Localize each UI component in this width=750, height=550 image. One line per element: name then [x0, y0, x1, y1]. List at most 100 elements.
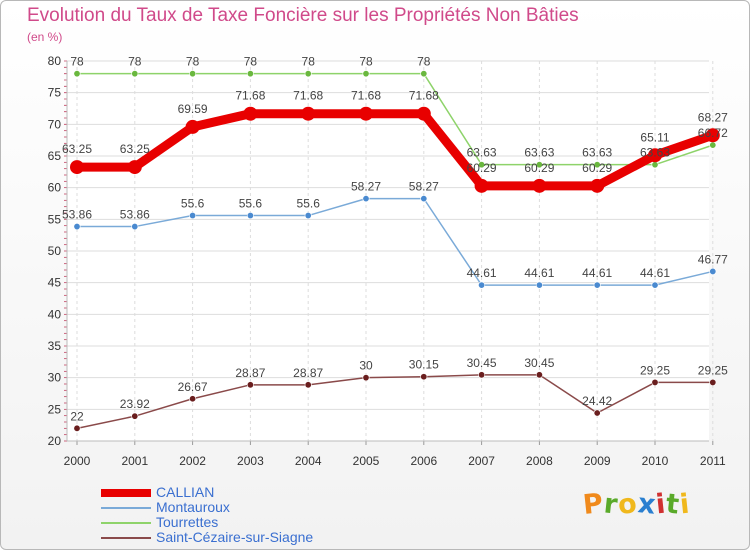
- y-tick-label: 20: [48, 434, 62, 448]
- chart-unit-label: (en %): [27, 30, 63, 44]
- legend-swatch: [101, 507, 151, 509]
- data-label-montauroux: 53.86: [62, 208, 92, 222]
- data-point-callian: [416, 106, 431, 121]
- series-line-saint-c-zaire-sur-siagne: [76, 374, 713, 430]
- data-point-saint-c-zaire-sur-siagne: [478, 371, 486, 379]
- data-label-saint-c-zaire-sur-siagne: 28.87: [293, 366, 323, 380]
- data-point-montauroux: [304, 212, 312, 220]
- data-label-montauroux: 44.61: [524, 266, 554, 280]
- y-tick-label: 25: [48, 402, 62, 416]
- data-point-montauroux: [73, 223, 81, 231]
- data-label-montauroux: 55.6: [181, 197, 205, 211]
- data-label-tourrettes: 78: [70, 55, 84, 69]
- data-point-tourrettes: [478, 161, 486, 169]
- data-label-callian: 71.68: [293, 89, 323, 103]
- y-tick-label: 40: [48, 307, 62, 321]
- data-point-callian: [705, 128, 720, 143]
- data-label-tourrettes: 63.63: [640, 146, 670, 160]
- proxiti-logo: Proxiti: [581, 488, 693, 521]
- data-label-saint-c-zaire-sur-siagne: 30: [359, 359, 373, 373]
- data-point-saint-c-zaire-sur-siagne: [651, 378, 659, 386]
- logo-letter: i: [678, 488, 693, 521]
- x-tick-label: 2011: [700, 454, 726, 468]
- chart-title: Evolution du Taux de Taxe Foncière sur l…: [27, 5, 579, 26]
- data-label-montauroux: 44.61: [582, 266, 612, 280]
- y-tick-label: 35: [48, 339, 62, 353]
- data-label-tourrettes: 78: [244, 55, 258, 69]
- data-label-montauroux: 44.61: [640, 266, 670, 280]
- data-point-montauroux: [189, 212, 197, 220]
- data-label-tourrettes: 78: [417, 55, 431, 69]
- data-point-tourrettes: [362, 70, 370, 78]
- data-label-montauroux: 58.27: [351, 180, 381, 194]
- data-point-montauroux: [362, 195, 370, 203]
- data-label-callian: 60.29: [524, 161, 554, 175]
- data-label-tourrettes: 66.72: [698, 126, 728, 140]
- data-label-tourrettes: 78: [128, 55, 142, 69]
- data-point-saint-c-zaire-sur-siagne: [420, 373, 428, 381]
- data-label-tourrettes: 63.63: [524, 146, 554, 160]
- data-label-saint-c-zaire-sur-siagne: 24.42: [582, 394, 612, 408]
- data-label-montauroux: 55.6: [239, 197, 263, 211]
- legend-swatch: [101, 489, 151, 497]
- data-point-saint-c-zaire-sur-siagne: [709, 378, 717, 386]
- data-point-callian: [243, 106, 258, 121]
- data-point-saint-c-zaire-sur-siagne: [73, 424, 81, 432]
- legend-swatch: [101, 537, 151, 539]
- data-label-saint-c-zaire-sur-siagne: 26.67: [178, 380, 208, 394]
- series-line-callian: [77, 109, 715, 191]
- data-label-callian: 63.25: [120, 142, 150, 156]
- data-point-callian: [590, 178, 605, 193]
- x-tick-label: 2002: [179, 454, 206, 468]
- y-tick-label: 75: [48, 86, 62, 100]
- data-point-tourrettes: [593, 161, 601, 169]
- legend-swatch: [101, 522, 151, 524]
- legend-label: CALLIAN: [156, 484, 215, 500]
- data-label-callian: 71.68: [235, 89, 265, 103]
- data-point-saint-c-zaire-sur-siagne: [189, 395, 197, 403]
- data-point-tourrettes: [246, 70, 254, 78]
- data-label-saint-c-zaire-sur-siagne: 30.15: [409, 358, 439, 372]
- data-point-tourrettes: [535, 161, 543, 169]
- data-label-montauroux: 53.86: [120, 208, 150, 222]
- data-label-saint-c-zaire-sur-siagne: 28.87: [235, 366, 265, 380]
- data-point-saint-c-zaire-sur-siagne: [535, 371, 543, 379]
- data-label-callian: 60.29: [467, 161, 497, 175]
- data-label-saint-c-zaire-sur-siagne: 29.25: [640, 363, 670, 377]
- y-tick-label: 70: [48, 117, 62, 131]
- x-tick-label: 2004: [295, 454, 322, 468]
- y-tick-label: 30: [48, 371, 62, 385]
- data-point-tourrettes: [189, 70, 197, 78]
- data-point-callian: [301, 106, 316, 121]
- x-tick-label: 2006: [410, 454, 437, 468]
- x-tick-label: 2005: [353, 454, 380, 468]
- y-tick-label: 55: [48, 212, 62, 226]
- data-point-tourrettes: [304, 70, 312, 78]
- legend-label: Saint-Cézaire-sur-Siagne: [156, 529, 314, 545]
- data-label-saint-c-zaire-sur-siagne: 22: [70, 409, 84, 423]
- data-label-callian: 65.11: [640, 130, 669, 144]
- x-tick-label: 2003: [237, 454, 264, 468]
- data-point-tourrettes: [73, 70, 81, 78]
- data-point-montauroux: [246, 212, 254, 220]
- data-point-tourrettes: [131, 70, 139, 78]
- data-point-montauroux: [535, 281, 543, 289]
- data-point-saint-c-zaire-sur-siagne: [593, 409, 601, 417]
- data-label-saint-c-zaire-sur-siagne: 30.45: [467, 356, 497, 370]
- data-point-saint-c-zaire-sur-siagne: [362, 374, 370, 382]
- data-label-montauroux: 58.27: [409, 180, 439, 194]
- y-tick-label: 50: [48, 244, 62, 258]
- x-tick-label: 2010: [642, 454, 669, 468]
- data-point-tourrettes: [709, 141, 717, 149]
- x-tick-label: 2008: [526, 454, 553, 468]
- data-label-callian: 60.29: [582, 161, 612, 175]
- data-label-tourrettes: 78: [186, 55, 200, 69]
- data-point-callian: [185, 119, 200, 134]
- y-tick-label: 80: [48, 54, 62, 68]
- data-point-callian: [70, 160, 84, 175]
- data-point-tourrettes: [420, 70, 428, 78]
- series-line-tourrettes: [77, 72, 714, 166]
- data-point-montauroux: [651, 281, 659, 289]
- legend-label: Tourrettes: [156, 514, 219, 530]
